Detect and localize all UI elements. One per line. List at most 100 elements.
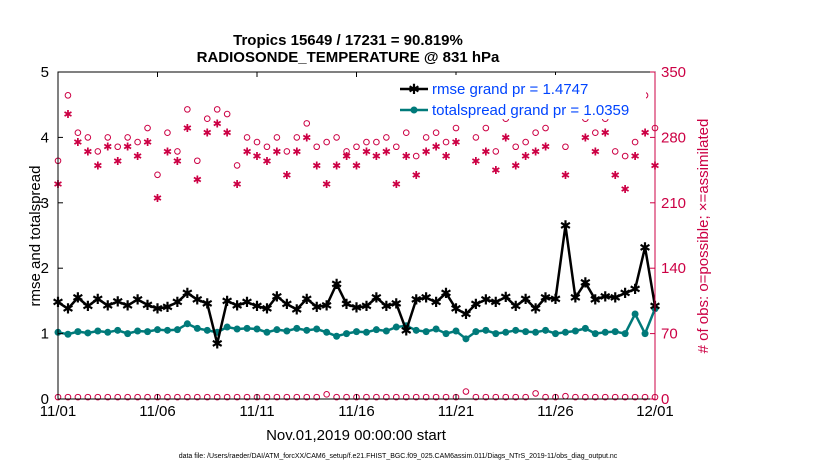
near-zero-obs-point [582,393,589,401]
near-zero-obs-point [74,393,82,401]
assimilated-obs-point: ✱ [372,151,381,163]
assimilated-obs-point: ✱ [422,146,431,158]
assimilated-obs-point: ✱ [143,137,152,149]
totalspread-point [353,328,360,336]
chart-title: Tropics 15649 / 17231 = 90.819% [233,32,463,49]
near-zero-obs-point [174,393,181,401]
rmse-point: ✱ [92,291,104,307]
assimilated-obs-point: ✱ [541,142,550,154]
near-zero-obs-point [562,392,569,400]
near-zero-obs-point [323,391,330,398]
rmse-point: ✱ [520,291,532,307]
assimilated-obs-point: ✱ [232,179,241,191]
assimilated-obs-point: ✱ [412,170,421,182]
assimilated-obs-point: ✱ [362,146,371,158]
near-zero-obs-point [542,393,549,401]
x-axis-label: Nov.01,2019 00:00:00 start [266,427,447,444]
y-left-tick-label: 4 [41,129,49,146]
possible-obs-point [293,134,301,141]
near-zero-obs-point [203,393,211,401]
rmse-point: ✱ [142,297,154,313]
rmse-point: ✱ [440,285,452,301]
rmse-point: ✱ [460,306,472,322]
near-zero-obs-point [164,393,171,401]
rmse-point: ✱ [589,292,601,308]
near-zero-obs-point [124,393,131,401]
near-zero-obs-point [492,393,500,401]
assimilated-obs-point: ✱ [491,165,500,177]
totalspread-point [163,326,171,334]
totalspread-point [124,330,132,338]
x-tick-label: 11/11 [239,403,274,420]
rmse-point: ✱ [639,239,651,255]
possible-obs-point [233,162,241,169]
possible-obs-point [64,92,72,99]
rmse-point: ✱ [301,291,313,307]
totalspread-point [561,328,569,336]
near-zero-obs-point [293,393,301,401]
possible-obs-point [104,134,112,141]
assimilated-obs-point: ✱ [511,160,520,172]
near-zero-obs-point [522,393,529,401]
possible-obs-point [273,134,281,141]
rmse-point: ✱ [291,301,303,317]
possible-obs-point [363,138,370,146]
assimilated-obs-point: ✱ [621,184,630,196]
rmse-point: ✱ [390,296,402,312]
totalspread-point [372,326,380,334]
possible-obs-point [323,138,330,146]
possible-obs-point [383,134,390,141]
y-left-tick-label: 0 [41,391,49,408]
near-zero-obs-point [512,393,520,401]
assimilated-obs-point: ✱ [193,174,202,186]
totalspread-point [512,326,520,334]
near-zero-obs-point [263,393,271,401]
possible-obs-point [154,171,161,179]
assimilated-obs-point: ✱ [113,156,122,168]
assimilated-obs-point: ✱ [581,132,590,144]
rmse-point: ✱ [162,299,174,315]
rmse-point: ✱ [510,298,522,314]
totalspread-point [382,327,390,335]
rmse-point: ✱ [271,288,283,304]
totalspread-point [203,326,211,334]
totalspread-point [581,324,589,332]
near-zero-obs-point [502,393,510,401]
totalspread-point [571,327,579,335]
totalspread-point [74,328,82,336]
assimilated-obs-point: ✱ [63,109,72,121]
totalspread-point [293,324,301,332]
near-zero-obs-point [343,393,350,401]
rmse-point: ✱ [152,301,164,317]
y-right-tick-label: 210 [661,195,686,212]
y-right-tick-label: 0 [661,391,669,408]
near-zero-obs-point [393,393,400,401]
assimilated-obs-point: ✱ [153,193,162,205]
totalspread-point [472,328,480,336]
possible-obs-point [631,138,639,146]
near-zero-obs-point [422,393,430,401]
possible-obs-point [512,143,520,151]
near-zero-obs-point [442,393,450,401]
assimilated-obs-point: ✱ [382,146,391,158]
rmse-point: ✱ [311,299,323,315]
assimilated-obs-point: ✱ [402,151,411,163]
rmse-point: ✱ [72,290,84,306]
near-zero-obs-point [243,393,251,401]
y-right-tick-label: 70 [661,326,678,343]
totalspread-point [462,335,470,343]
possible-obs-point [412,152,420,160]
possible-obs-point [482,124,490,132]
assimilated-obs-point: ✱ [312,160,321,172]
assimilated-obs-point: ✱ [173,156,182,168]
x-tick-label: 11/21 [438,403,474,420]
legend-spread-label: totalspread grand pr = 1.0359 [432,102,629,119]
rmse-point: ✱ [62,301,74,317]
rmse-point: ✱ [371,290,383,306]
possible-obs-point [194,157,201,165]
x-tick-label: 12/01 [636,403,674,420]
rmse-point: ✱ [331,276,343,292]
totalspread-point [641,330,649,338]
rmse-point: ✱ [560,218,572,234]
rmse-point: ✱ [221,293,233,309]
